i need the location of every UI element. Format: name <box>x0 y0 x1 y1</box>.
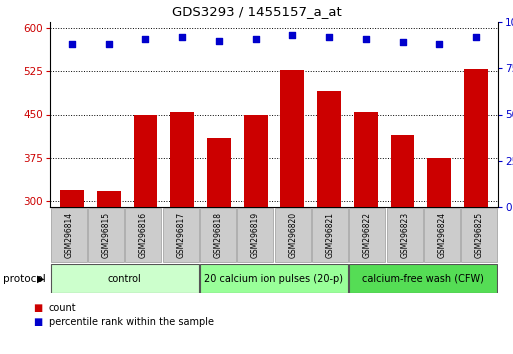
Bar <box>244 114 268 354</box>
Point <box>251 36 260 41</box>
FancyBboxPatch shape <box>163 208 199 262</box>
FancyBboxPatch shape <box>387 208 423 262</box>
FancyBboxPatch shape <box>349 208 385 262</box>
Text: GSM296818: GSM296818 <box>213 212 223 258</box>
FancyBboxPatch shape <box>200 264 348 293</box>
Point <box>362 36 370 41</box>
FancyBboxPatch shape <box>461 208 497 262</box>
Bar <box>97 191 121 354</box>
Bar <box>427 158 451 354</box>
FancyBboxPatch shape <box>200 208 236 262</box>
Text: 20 calcium ion pulses (20-p): 20 calcium ion pulses (20-p) <box>205 274 344 284</box>
Text: GDS3293 / 1455157_a_at: GDS3293 / 1455157_a_at <box>172 6 341 18</box>
Bar <box>354 112 378 354</box>
Text: calcium-free wash (CFW): calcium-free wash (CFW) <box>362 274 484 284</box>
Point <box>178 34 186 40</box>
Point <box>399 40 407 45</box>
Bar <box>317 91 341 354</box>
FancyBboxPatch shape <box>125 208 161 262</box>
Point <box>68 41 76 47</box>
Bar <box>207 138 231 354</box>
Text: GSM296820: GSM296820 <box>288 212 297 258</box>
Point <box>105 41 113 47</box>
Text: protocol: protocol <box>3 274 45 284</box>
Point <box>325 34 333 40</box>
Text: percentile rank within the sample: percentile rank within the sample <box>49 317 214 327</box>
Text: GSM296825: GSM296825 <box>475 212 484 258</box>
Bar <box>390 135 415 354</box>
Text: GSM296819: GSM296819 <box>251 212 260 258</box>
Text: GSM296824: GSM296824 <box>438 212 446 258</box>
FancyBboxPatch shape <box>51 264 199 293</box>
Bar <box>281 70 304 354</box>
Text: control: control <box>108 274 142 284</box>
FancyBboxPatch shape <box>349 264 497 293</box>
FancyBboxPatch shape <box>238 208 273 262</box>
Point <box>215 38 223 43</box>
Text: GSM296816: GSM296816 <box>139 212 148 258</box>
Text: GSM296815: GSM296815 <box>102 212 110 258</box>
FancyBboxPatch shape <box>275 208 310 262</box>
Text: ▶: ▶ <box>37 274 45 284</box>
Bar <box>464 69 488 354</box>
Point <box>472 34 480 40</box>
FancyBboxPatch shape <box>424 208 460 262</box>
Bar <box>133 114 157 354</box>
FancyBboxPatch shape <box>51 208 87 262</box>
Text: GSM296817: GSM296817 <box>176 212 185 258</box>
Bar <box>170 112 194 354</box>
Text: GSM296823: GSM296823 <box>400 212 409 258</box>
Text: ■: ■ <box>33 303 43 313</box>
FancyBboxPatch shape <box>88 208 124 262</box>
Text: ■: ■ <box>33 317 43 327</box>
Bar <box>60 190 84 354</box>
Text: GSM296821: GSM296821 <box>326 212 334 258</box>
Point <box>435 41 443 47</box>
Point <box>288 32 297 38</box>
Text: GSM296814: GSM296814 <box>64 212 73 258</box>
Point <box>142 36 150 41</box>
Text: GSM296822: GSM296822 <box>363 212 372 258</box>
FancyBboxPatch shape <box>312 208 348 262</box>
Text: count: count <box>49 303 76 313</box>
